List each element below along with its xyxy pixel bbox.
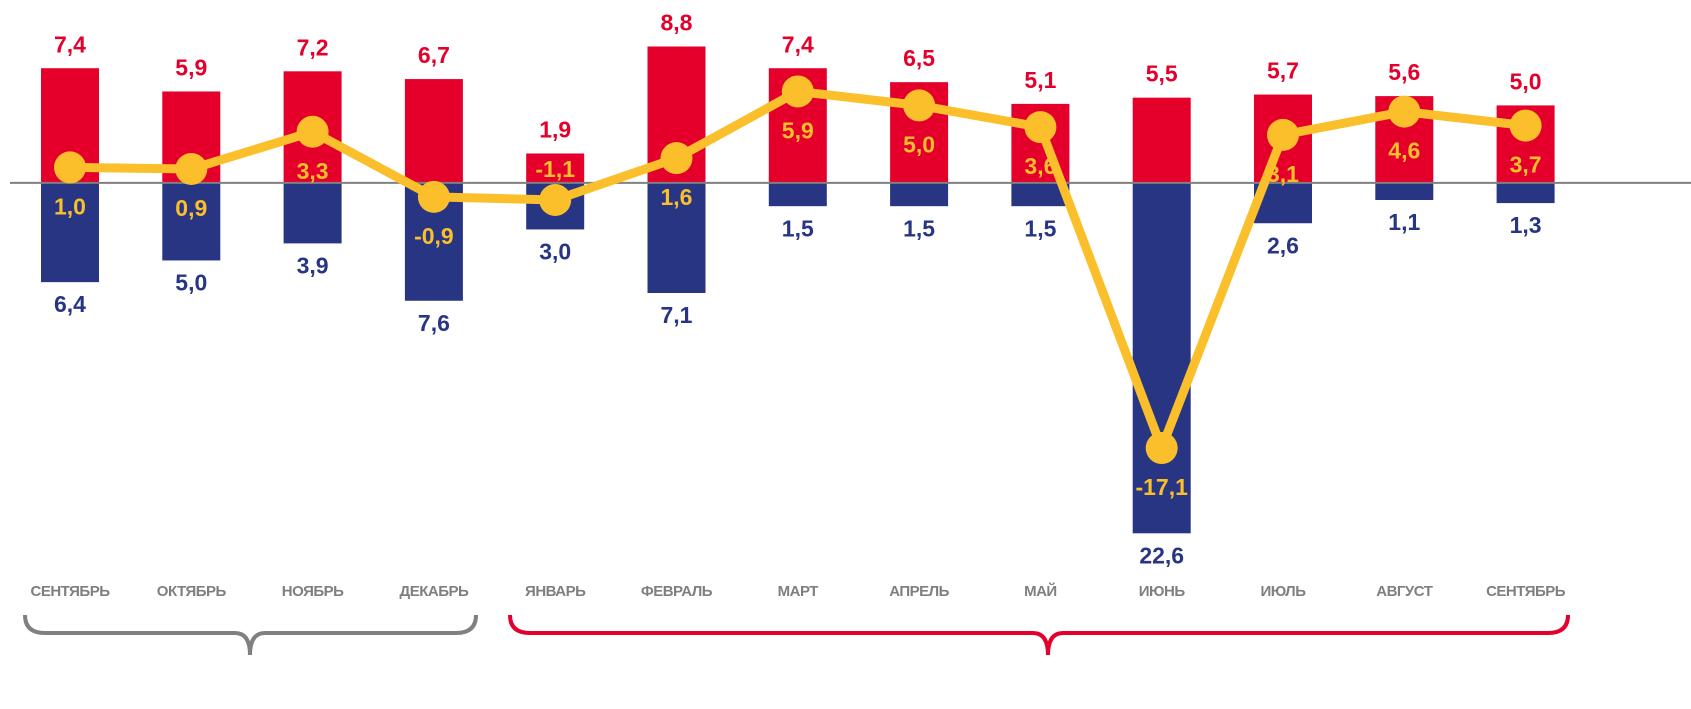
bar-value-label: 6,5 bbox=[903, 45, 935, 71]
bar-value-label: 6,7 bbox=[418, 42, 450, 68]
line-point bbox=[1024, 111, 1057, 144]
bar bbox=[1375, 182, 1434, 200]
x-tick-label: ИЮНЬ bbox=[1139, 583, 1186, 600]
bar-value-label: 3,0 bbox=[539, 239, 571, 265]
x-tick-label: АВГУСТ bbox=[1376, 583, 1432, 600]
bar bbox=[162, 182, 221, 261]
line-point bbox=[1509, 109, 1542, 142]
bar-value-label: 8,8 bbox=[661, 10, 693, 36]
line-point bbox=[417, 180, 450, 213]
bar bbox=[404, 79, 463, 183]
x-tick-label: СЕНТЯБРЬ bbox=[31, 583, 111, 600]
bar-value-label: 5,1 bbox=[1024, 67, 1056, 93]
bar-value-label: 7,6 bbox=[418, 310, 450, 336]
line-point bbox=[175, 152, 208, 185]
line-value-label: -0,9 bbox=[414, 223, 454, 249]
line-point bbox=[539, 183, 572, 216]
x-tick-label: ИЮЛЬ bbox=[1261, 583, 1307, 600]
bar-value-label: 1,3 bbox=[1510, 212, 1542, 238]
x-tick-label: АПРЕЛЬ bbox=[889, 583, 949, 600]
x-tick-label: СЕНТЯБРЬ bbox=[1486, 583, 1566, 600]
bar-value-label: 1,1 bbox=[1388, 209, 1420, 235]
bar-value-label: 7,4 bbox=[54, 31, 86, 57]
x-tick-label: МАЙ bbox=[1024, 582, 1057, 600]
bar-value-label: 1,5 bbox=[782, 215, 814, 241]
line-point bbox=[1145, 432, 1178, 465]
line-value-label: 5,9 bbox=[782, 118, 814, 144]
line-point bbox=[781, 75, 814, 108]
line-point bbox=[660, 142, 693, 175]
line-value-label: 0,9 bbox=[175, 195, 207, 221]
line-point bbox=[54, 151, 86, 184]
bar bbox=[41, 182, 99, 283]
bar-value-label: 1,5 bbox=[1024, 215, 1056, 241]
x-tick-label: ДЕКАБРЬ bbox=[400, 583, 469, 600]
bar-value-label: 6,4 bbox=[54, 291, 86, 317]
line-value-label: 4,6 bbox=[1388, 138, 1420, 164]
bar-value-label: 22,6 bbox=[1139, 542, 1184, 568]
line-value-label: 3,1 bbox=[1267, 161, 1299, 187]
bar-value-label: 5,9 bbox=[175, 55, 207, 81]
bar-value-label: 5,0 bbox=[175, 270, 207, 296]
line-value-label: 5,0 bbox=[903, 131, 935, 157]
line-value-label: 3,6 bbox=[1024, 153, 1056, 179]
bar-value-label: 5,7 bbox=[1267, 58, 1299, 84]
line-point bbox=[903, 89, 936, 122]
bar bbox=[647, 182, 706, 294]
bar bbox=[768, 182, 827, 207]
bar bbox=[526, 153, 585, 183]
bar-value-label: 1,5 bbox=[903, 215, 935, 241]
bar bbox=[283, 182, 342, 244]
bar-value-label: 5,6 bbox=[1388, 59, 1420, 85]
bar bbox=[1132, 97, 1191, 183]
group-brace bbox=[23, 614, 478, 656]
bar-value-label: 1,9 bbox=[539, 117, 571, 143]
bar-value-label: 7,4 bbox=[782, 31, 814, 57]
x-tick-label: МАРТ bbox=[778, 583, 819, 600]
line-value-label: 1,6 bbox=[661, 184, 693, 210]
line-value-label: 1,0 bbox=[54, 194, 86, 220]
line-point bbox=[296, 115, 329, 148]
bar-value-label: 7,2 bbox=[297, 34, 329, 60]
bar-value-label: 5,5 bbox=[1146, 61, 1178, 87]
x-tick-label: ФЕВРАЛЬ bbox=[641, 583, 713, 600]
bar-value-label: 3,9 bbox=[297, 252, 329, 278]
line-value-label: -17,1 bbox=[1135, 474, 1188, 500]
line-point bbox=[1267, 118, 1299, 151]
group-brace bbox=[508, 614, 1570, 656]
line-value-label: 3,7 bbox=[1510, 152, 1542, 178]
bar bbox=[1496, 182, 1555, 204]
bar bbox=[1011, 182, 1070, 207]
line-value-label: 3,3 bbox=[297, 158, 329, 184]
x-tick-label: НОЯБРЬ bbox=[282, 583, 344, 600]
line-value-label: -1,1 bbox=[535, 156, 575, 182]
bar-value-label: 7,1 bbox=[661, 302, 693, 328]
x-tick-label: ОКТЯБРЬ bbox=[157, 583, 227, 600]
line-point bbox=[1388, 95, 1421, 128]
bar-value-label: 5,0 bbox=[1510, 68, 1542, 94]
bar bbox=[1132, 182, 1191, 534]
bar-value-label: 2,6 bbox=[1267, 232, 1299, 258]
x-tick-label: ЯНВАРЬ bbox=[525, 583, 586, 600]
bar bbox=[890, 182, 949, 207]
